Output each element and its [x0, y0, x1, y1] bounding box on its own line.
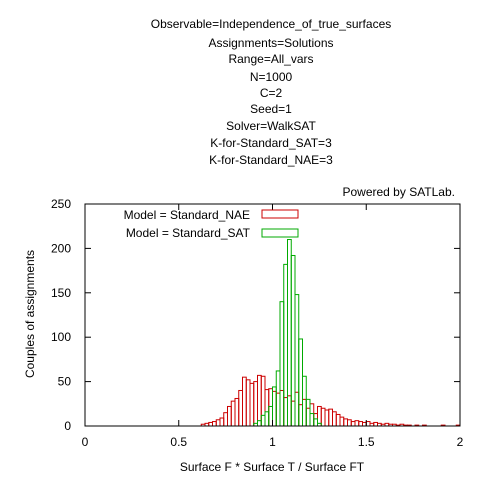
credit-label: Powered by SATLab.	[342, 185, 455, 199]
histogram-bar-sat	[260, 414, 266, 427]
histogram-bar-nae	[354, 420, 360, 427]
ticks-layer: 0 0.5 1 1.5 2 0 50 100 150 200 250	[51, 197, 464, 449]
histogram-bar-nae	[287, 395, 292, 427]
y-tick-label: 150	[51, 286, 71, 300]
x-tick-label: 1	[269, 435, 276, 449]
histogram-bar-sat	[283, 263, 288, 427]
histogram-bar-sat	[313, 418, 318, 427]
histogram-bar-sat	[298, 338, 303, 427]
histogram-bar-sat	[272, 386, 277, 427]
histogram-bar-nae	[302, 398, 307, 427]
y-tick-label: 250	[51, 197, 71, 211]
histogram-bar-sat	[294, 294, 300, 427]
histogram-bar-sat	[275, 370, 281, 427]
histogram-bar-nae	[212, 421, 217, 427]
legend-label-nae: Model = Standard_NAE	[124, 208, 250, 222]
histogram-bar-nae	[298, 404, 303, 427]
histogram-bar-sat	[257, 420, 262, 427]
histogram-bar-sat	[305, 398, 311, 427]
y-tick-label: 100	[51, 330, 71, 344]
histogram-bar-nae	[260, 375, 266, 427]
histogram-bar-nae	[264, 389, 270, 427]
histogram-bar-nae	[219, 417, 225, 427]
histogram-bar-nae	[343, 418, 348, 427]
x-tick-label: 1.5	[358, 435, 375, 449]
histogram-bar-sat	[290, 255, 296, 427]
y-tick-label: 200	[51, 241, 71, 255]
histogram-bar-nae	[268, 388, 273, 427]
title-line: Solver=WalkSAT	[226, 119, 316, 133]
title-line: Seed=1	[250, 102, 292, 116]
histogram-bar-nae	[339, 416, 345, 427]
histogram-bar-nae	[362, 421, 367, 427]
histogram-bar-nae	[238, 389, 243, 427]
legend-swatch-nae	[261, 209, 299, 219]
title-line: C=2	[260, 86, 283, 100]
histogram-bar-nae	[208, 421, 213, 427]
histogram-bar-sat	[279, 301, 285, 427]
chart-title: Observable=Independence_of_true_surfaces…	[151, 17, 392, 167]
histogram-bar-nae	[373, 421, 378, 427]
histogram-bar-nae	[253, 381, 258, 427]
histogram-bar-nae	[283, 397, 288, 427]
histogram-bar-nae	[313, 413, 318, 427]
histogram-bar-sat	[268, 405, 273, 427]
histogram-bar-nae	[227, 405, 232, 427]
histogram-bar-nae	[290, 400, 296, 427]
histogram-bar-sat	[264, 411, 270, 427]
x-tick-label: 0.5	[170, 435, 187, 449]
histogram-bar-nae	[272, 390, 277, 427]
histogram-bar-nae	[242, 376, 247, 427]
histogram-bar-nae	[350, 421, 356, 427]
x-tick-label: 2	[457, 435, 464, 449]
histogram-bar-nae	[347, 419, 352, 427]
histogram-bar-nae	[257, 374, 262, 427]
histogram-bar-nae	[332, 411, 337, 427]
y-axis-label: Couples of assignments	[23, 250, 37, 378]
legend-label-sat: Model = Standard_SAT	[126, 226, 251, 240]
title-line: K-for-Standard_NAE=3	[209, 153, 333, 167]
histogram-bar-nae	[305, 407, 311, 427]
title-line: N=1000	[250, 70, 293, 84]
histogram-bar-nae	[215, 419, 221, 427]
histogram-bar-nae	[335, 413, 341, 427]
bars-layer	[200, 239, 461, 427]
legend: Model = Standard_NAE Model = Standard_SA…	[124, 208, 299, 240]
histogram-bar-nae	[275, 392, 281, 427]
histogram-bar-nae	[249, 382, 255, 427]
histogram-bar-nae	[230, 400, 236, 427]
histogram-bar-nae	[309, 403, 315, 427]
histogram-bar-nae	[245, 379, 251, 427]
histogram-bar-nae	[223, 412, 228, 427]
histogram-bar-nae	[234, 397, 240, 427]
x-axis-label: Surface F * Surface T / Surface FT	[180, 460, 365, 474]
histogram-bar-sat	[302, 375, 307, 427]
title-line: Assignments=Solutions	[208, 36, 333, 50]
y-tick-label: 50	[58, 375, 72, 389]
histogram-bar-sat	[287, 239, 292, 427]
title-line: Range=All_vars	[228, 52, 313, 66]
histogram-bar-nae	[320, 407, 326, 427]
y-tick-label: 0	[64, 419, 71, 433]
x-tick-label: 0	[82, 435, 89, 449]
histogram-bar-nae	[358, 421, 363, 427]
title-line: K-for-Standard_SAT=3	[210, 136, 332, 150]
histogram-bar-nae	[294, 391, 300, 427]
title-line: Observable=Independence_of_true_surfaces	[151, 17, 392, 31]
legend-swatch-sat	[261, 228, 299, 238]
histogram-bar-nae	[365, 421, 371, 427]
histogram-bar-nae	[279, 389, 285, 427]
histogram-bar-nae	[324, 409, 330, 427]
histogram-bar-nae	[328, 408, 333, 427]
histogram-bar-sat	[309, 413, 315, 427]
